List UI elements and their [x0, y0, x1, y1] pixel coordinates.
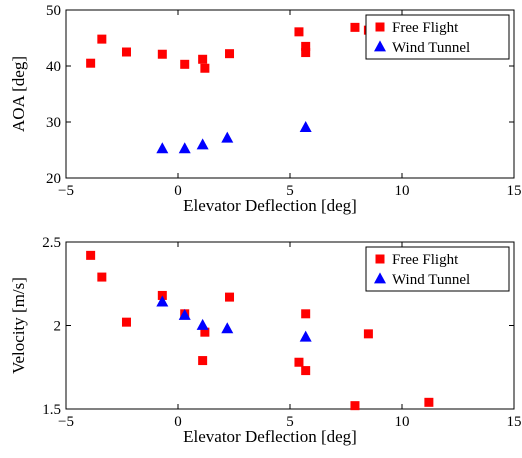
aoa-free-flight-point [225, 49, 235, 59]
velocity-free-flight-point [350, 401, 360, 411]
velocity-x-tick-label: 10 [395, 414, 410, 430]
velocity-free-flight-point [198, 356, 208, 366]
velocity-free-flight-point [294, 357, 304, 367]
velocity-wind-tunnel-point [178, 308, 191, 320]
aoa-free-flight-point [97, 34, 107, 44]
velocity-free-flight-point [424, 397, 434, 407]
aoa-wind-tunnel-point [178, 142, 191, 154]
velocity-y-tick-label: 2.5 [42, 235, 61, 251]
aoa-free-flight-point [86, 58, 96, 68]
velocity-x-tick-label: 5 [286, 414, 294, 430]
aoa-wind-tunnel-point [156, 142, 169, 154]
aoa-x-tick-label: 15 [507, 183, 522, 199]
aoa-free-flight-point [301, 41, 311, 51]
velocity-wind-tunnel-point [221, 322, 234, 334]
velocity-wind-tunnel-point [299, 330, 312, 342]
velocity-free-flight-point [86, 250, 96, 260]
velocity-legend: Free Flight Wind Tunnel [365, 246, 510, 292]
aoa-legend-box [365, 14, 510, 60]
aoa-wind-tunnel-point [196, 138, 209, 150]
velocity-x-tick-label: 0 [174, 414, 182, 430]
aoa-free-flight-point [121, 47, 131, 57]
aoa-free-flight-point [301, 48, 311, 58]
aoa-y-tick-label: 40 [46, 59, 61, 75]
aoa-x-axis-label: Elevator Deflection [deg] [183, 196, 357, 215]
aoa-y-tick-label: 30 [46, 115, 61, 131]
aoa-legend-triangle-icon [374, 40, 386, 52]
aoa-x-tick-label: 0 [174, 183, 182, 199]
velocity-free-flight-point [97, 272, 107, 282]
velocity-chart: −5 0 5 10 15 1.5 2 2.5 Elevator Deflection [deg]… [9, 235, 522, 446]
aoa-free-flight-point [200, 63, 210, 73]
velocity-free-flight-point [121, 317, 131, 327]
aoa-legend-label-wind-tunnel: Wind Tunnel [392, 40, 470, 56]
velocity-legend-label-free-flight: Free Flight [392, 252, 459, 268]
velocity-x-tick-label: −5 [58, 414, 74, 430]
velocity-free-flight-point [225, 292, 235, 302]
velocity-free-flight-point [363, 329, 373, 339]
velocity-free-flight-point [200, 327, 210, 337]
velocity-legend-box [365, 246, 510, 292]
velocity-wind-tunnel-point [196, 318, 209, 330]
aoa-series-free-flight [86, 22, 373, 73]
aoa-free-flight-point [198, 54, 208, 64]
aoa-wind-tunnel-point [299, 121, 312, 132]
aoa-y-tick-label: 50 [46, 3, 61, 19]
velocity-x-axis-label: Elevator Deflection [deg] [183, 427, 357, 446]
aoa-x-tick-label: 10 [395, 183, 410, 199]
velocity-legend-label-wind-tunnel: Wind Tunnel [392, 272, 470, 288]
velocity-y-tick-label: 1.5 [42, 402, 61, 418]
velocity-free-flight-point [157, 290, 167, 300]
aoa-legend: Free Flight Wind Tunnel [365, 14, 510, 60]
aoa-legend-square-icon [375, 22, 385, 32]
aoa-wind-tunnel-point [221, 131, 234, 143]
velocity-free-flight-point [301, 309, 311, 319]
aoa-x-tick-label: 5 [286, 183, 294, 199]
aoa-y-axis-label: AOA [deg] [9, 56, 28, 132]
aoa-series-wind-tunnel [156, 121, 312, 154]
aoa-free-flight-point [157, 49, 167, 59]
velocity-series-wind-tunnel [156, 295, 312, 342]
aoa-free-flight-point [180, 59, 190, 69]
aoa-legend-label-free-flight: Free Flight [392, 20, 459, 36]
velocity-legend-triangle-icon [374, 272, 386, 284]
velocity-x-tick-label: 15 [507, 414, 522, 430]
velocity-y-tick-label: 2 [54, 319, 62, 335]
aoa-free-flight-point [350, 22, 360, 32]
velocity-wind-tunnel-point [156, 295, 169, 307]
aoa-chart: −5 0 5 10 15 20 30 40 50 Elevator Deflection [deg… [9, 3, 522, 215]
aoa-free-flight-point [294, 27, 304, 37]
velocity-y-axis-label: Velocity [m/s] [9, 277, 28, 374]
velocity-free-flight-point [301, 366, 311, 376]
velocity-legend-square-icon [375, 254, 385, 264]
aoa-x-tick-label: −5 [58, 183, 74, 199]
aoa-y-tick-label: 20 [46, 171, 61, 187]
